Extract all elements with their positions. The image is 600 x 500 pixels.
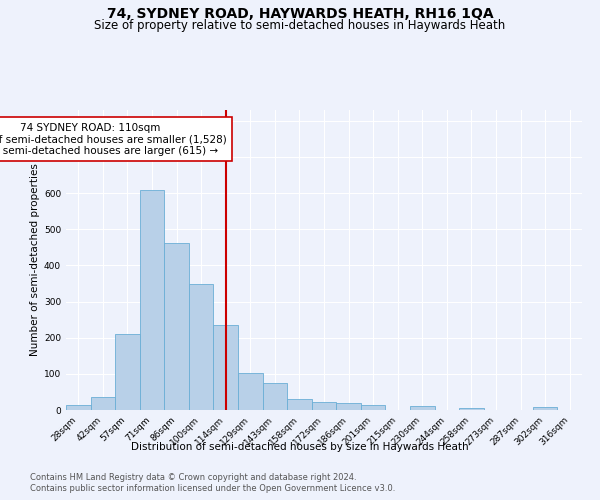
Bar bbox=[91, 398, 115, 410]
Text: 74, SYDNEY ROAD, HAYWARDS HEATH, RH16 1QA: 74, SYDNEY ROAD, HAYWARDS HEATH, RH16 1Q… bbox=[107, 8, 493, 22]
Bar bbox=[336, 403, 361, 410]
Bar bbox=[238, 373, 263, 410]
Bar bbox=[214, 325, 238, 410]
Text: Contains public sector information licensed under the Open Government Licence v3: Contains public sector information licen… bbox=[30, 484, 395, 493]
Bar bbox=[115, 334, 140, 410]
Bar bbox=[410, 406, 434, 410]
Text: Size of property relative to semi-detached houses in Haywards Heath: Size of property relative to semi-detach… bbox=[94, 19, 506, 32]
Text: Distribution of semi-detached houses by size in Haywards Heath: Distribution of semi-detached houses by … bbox=[131, 442, 469, 452]
Bar bbox=[459, 408, 484, 410]
Bar bbox=[287, 399, 312, 410]
Bar bbox=[164, 243, 189, 410]
Y-axis label: Number of semi-detached properties: Number of semi-detached properties bbox=[30, 164, 40, 356]
Bar bbox=[533, 407, 557, 410]
Bar bbox=[140, 190, 164, 410]
Text: 74 SYDNEY ROAD: 110sqm
← 70% of semi-detached houses are smaller (1,528)
28% of : 74 SYDNEY ROAD: 110sqm ← 70% of semi-det… bbox=[0, 122, 227, 156]
Bar bbox=[312, 402, 336, 410]
Bar bbox=[263, 382, 287, 410]
Text: Contains HM Land Registry data © Crown copyright and database right 2024.: Contains HM Land Registry data © Crown c… bbox=[30, 472, 356, 482]
Bar bbox=[66, 404, 91, 410]
Bar bbox=[189, 284, 214, 410]
Bar bbox=[361, 406, 385, 410]
